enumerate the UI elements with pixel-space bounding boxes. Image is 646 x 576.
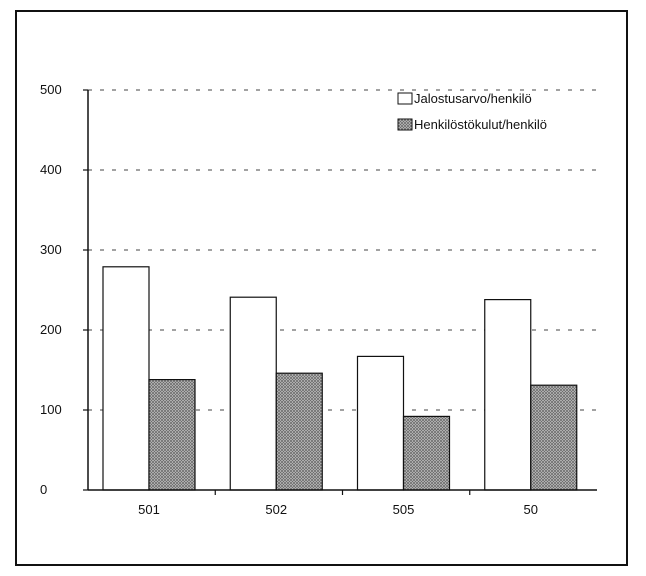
legend-label: Henkilöstökulut/henkilö [414, 117, 547, 132]
y-tick-label: 300 [40, 242, 62, 257]
legend: Jalostusarvo/henkilö Henkilöstökulut/henk… [397, 91, 547, 132]
bar-jalostusarvo [484, 299, 532, 491]
legend-swatch [397, 92, 413, 105]
legend-label: Jalostusarvo/henkilö [414, 91, 532, 106]
y-tick-label: 500 [40, 82, 62, 97]
bar-jalostusarvo [229, 296, 277, 491]
y-tick-label: 200 [40, 322, 62, 337]
bar-henkilostokulut [402, 415, 451, 491]
x-category-label: 501 [138, 502, 160, 517]
legend-swatch [397, 118, 413, 131]
bar-henkilostokulut [148, 379, 196, 491]
bar-jalostusarvo [356, 355, 405, 491]
x-category-label: 502 [265, 502, 287, 517]
bar-jalostusarvo [102, 266, 150, 491]
y-tick-labels: 0 100 200 300 400 500 [40, 82, 62, 497]
y-tick-label: 100 [40, 402, 62, 417]
x-category-labels: 501 502 505 50 [138, 502, 538, 517]
bar-henkilostokulut [530, 384, 578, 491]
axes [83, 89, 597, 495]
bars [102, 266, 578, 491]
x-category-label: 50 [524, 502, 538, 517]
bar-henkilostokulut [275, 372, 323, 491]
y-tick-label: 0 [40, 482, 47, 497]
y-tick-label: 400 [40, 162, 62, 177]
x-category-label: 505 [393, 502, 415, 517]
